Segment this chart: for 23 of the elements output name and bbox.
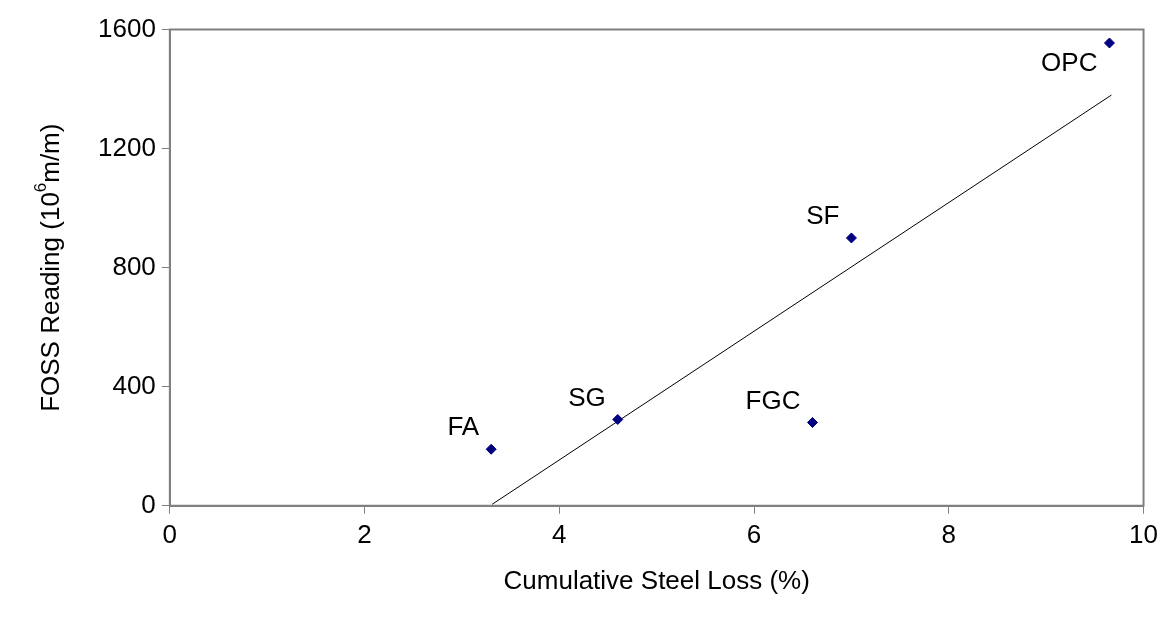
annotation: OPC: [1041, 47, 1098, 78]
annotation: SG: [568, 381, 606, 412]
point: [806, 416, 818, 428]
y-axis-title: FOSS Reading (106m/m): [31, 123, 66, 412]
y-tick-label: 0: [141, 488, 156, 519]
point: [1103, 37, 1115, 49]
y-tick-label: 1200: [98, 131, 156, 162]
y-tick-label: 400: [112, 369, 156, 400]
y-tick-label: 1600: [98, 12, 156, 43]
x-tick-label: 10: [1129, 518, 1158, 549]
point: [485, 443, 497, 455]
x-tick-label: 2: [357, 518, 372, 549]
x-tick-label: 4: [552, 518, 567, 549]
point: [845, 232, 857, 244]
annotation: FGC: [745, 384, 801, 415]
annotation: FA: [447, 411, 480, 442]
point: [612, 413, 624, 425]
x-axis-title: Cumulative Steel Loss (%): [503, 564, 810, 595]
x-tick-label: 8: [941, 518, 957, 549]
y-tick-label: 800: [112, 250, 156, 281]
x-tick-label: 6: [746, 518, 762, 549]
x-tick-label: 0: [162, 518, 178, 549]
annotation: SF: [806, 200, 840, 231]
